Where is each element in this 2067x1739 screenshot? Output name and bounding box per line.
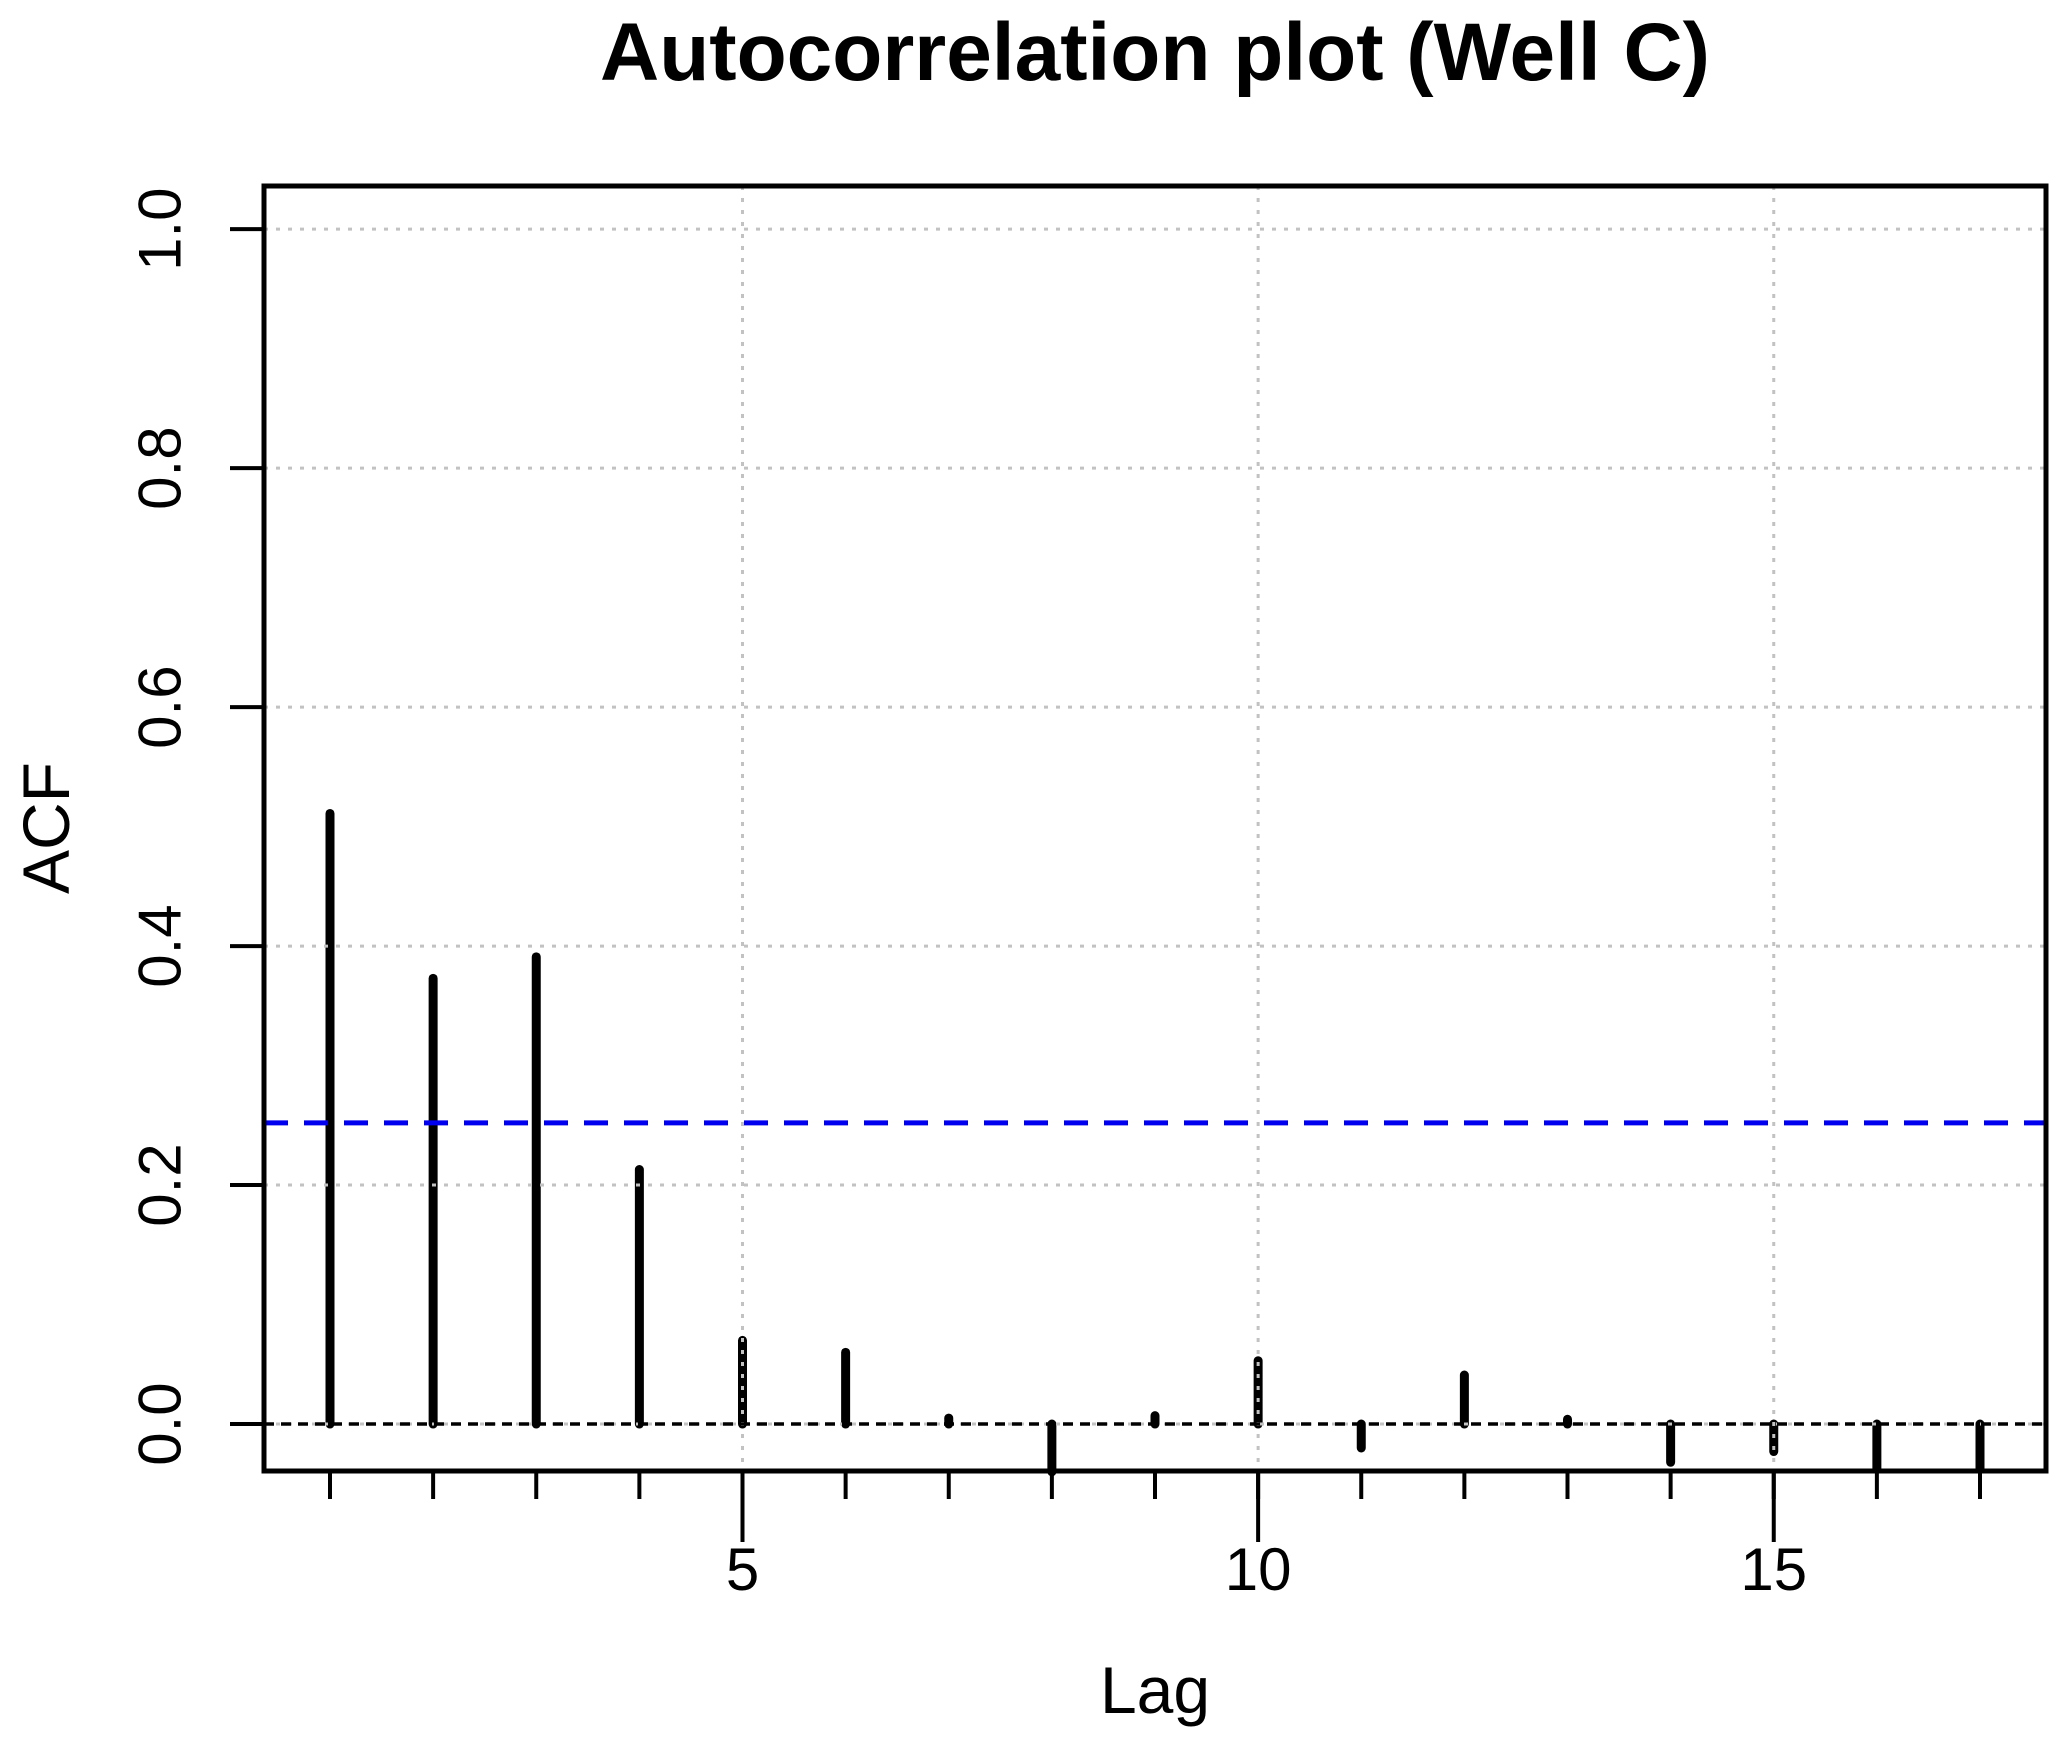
y-tick-label: 0.4 [127,904,194,987]
x-tick-label: 10 [1225,1536,1292,1603]
x-tick-label: 15 [1740,1536,1807,1603]
y-tick-label: 0.6 [127,665,194,748]
x-tick-label: 5 [726,1536,759,1603]
y-tick-label: 1.0 [127,187,194,270]
y-tick-label: 0.8 [127,426,194,509]
y-tick-label: 0.0 [127,1382,194,1465]
plot-border [261,183,2049,1474]
chart-title: Autocorrelation plot (Well C) [599,7,1710,98]
x-axis-label: Lag [1099,1653,1211,1727]
y-tick-label: 0.2 [127,1143,194,1226]
